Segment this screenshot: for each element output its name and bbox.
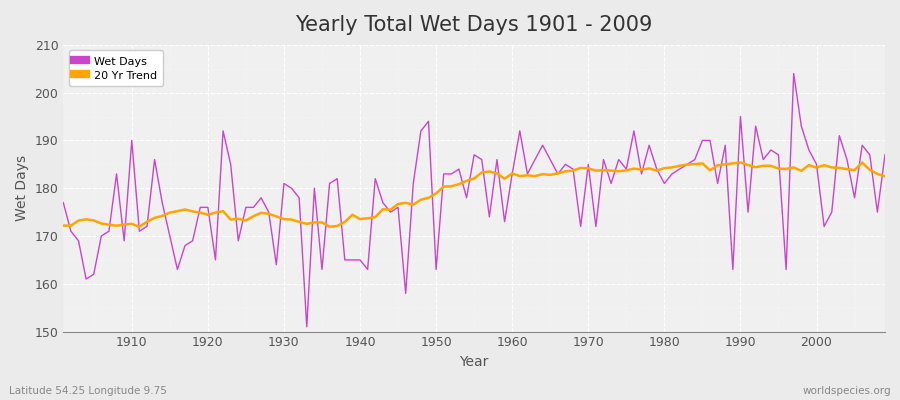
20 Yr Trend: [293, 220, 304, 224]
Wet Days: [515, 128, 526, 133]
20 Yr Trend: [879, 174, 890, 179]
Wet Days: [606, 181, 616, 186]
Title: Yearly Total Wet Days 1901 - 2009: Yearly Total Wet Days 1901 - 2009: [295, 15, 652, 35]
Wet Days: [507, 172, 517, 176]
20 Yr Trend: [606, 168, 616, 173]
20 Yr Trend: [515, 174, 526, 178]
Wet Days: [286, 186, 297, 191]
Wet Days: [58, 200, 68, 205]
Y-axis label: Wet Days: Wet Days: [15, 155, 29, 221]
20 Yr Trend: [119, 222, 130, 227]
Line: 20 Yr Trend: 20 Yr Trend: [63, 162, 885, 227]
Line: Wet Days: Wet Days: [63, 74, 885, 327]
Wet Days: [879, 152, 890, 157]
20 Yr Trend: [58, 223, 68, 228]
20 Yr Trend: [507, 171, 517, 176]
20 Yr Trend: [134, 224, 145, 229]
20 Yr Trend: [339, 220, 350, 224]
Wet Days: [302, 324, 312, 329]
Text: worldspecies.org: worldspecies.org: [803, 386, 891, 396]
Wet Days: [119, 238, 130, 243]
Legend: Wet Days, 20 Yr Trend: Wet Days, 20 Yr Trend: [68, 50, 163, 86]
Wet Days: [339, 258, 350, 262]
Text: Latitude 54.25 Longitude 9.75: Latitude 54.25 Longitude 9.75: [9, 386, 166, 396]
Wet Days: [788, 71, 799, 76]
20 Yr Trend: [735, 160, 746, 165]
X-axis label: Year: Year: [460, 355, 489, 369]
